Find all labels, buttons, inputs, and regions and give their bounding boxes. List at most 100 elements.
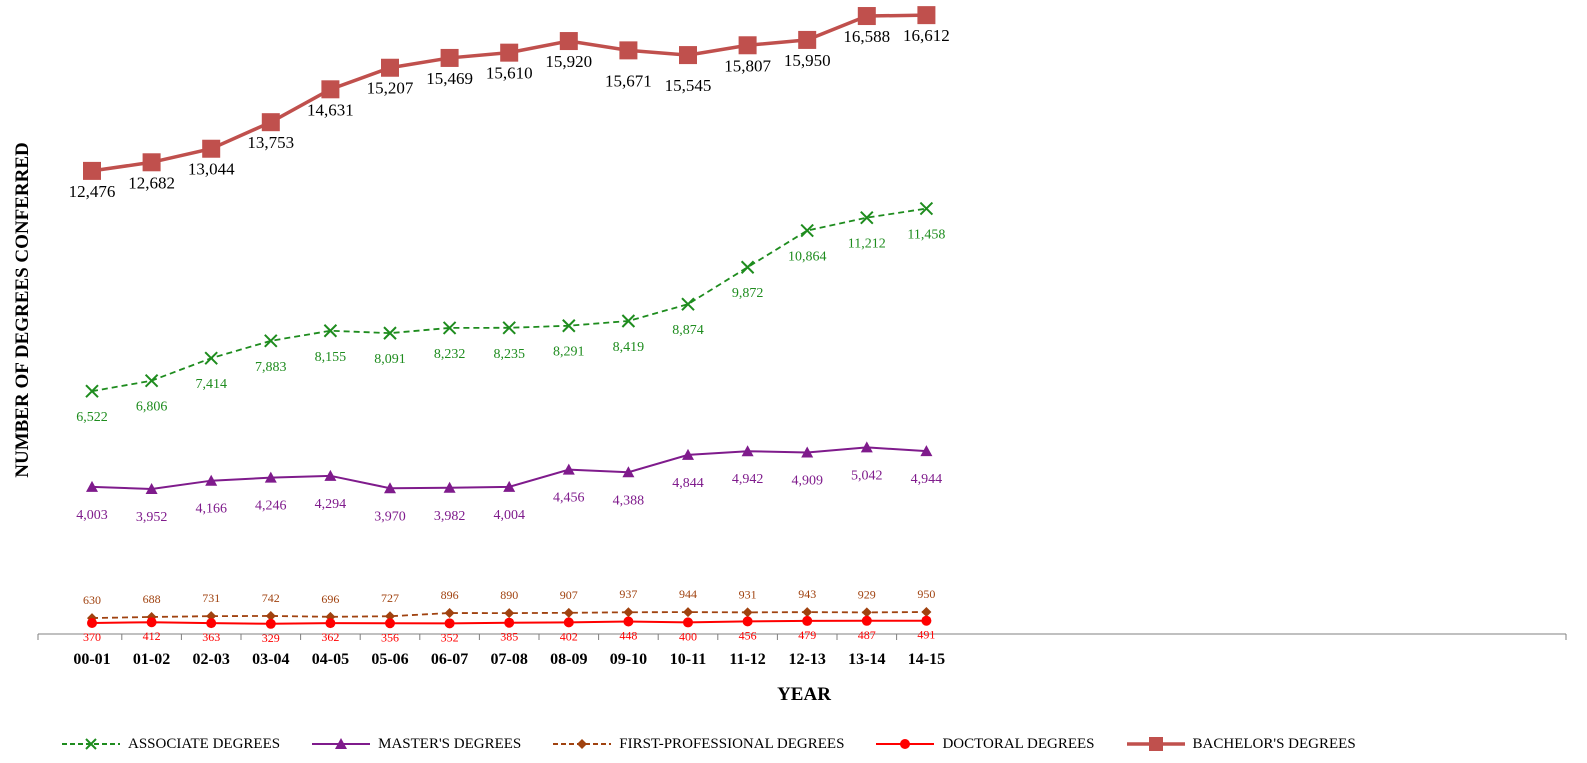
series-line-firstprof xyxy=(91,611,927,619)
data-point-bachelors xyxy=(500,43,519,62)
data-point-associate xyxy=(144,373,159,388)
data-label-bachelors: 12,476 xyxy=(69,182,116,201)
data-point-associate xyxy=(562,319,576,333)
data-point-associate xyxy=(740,260,755,274)
data-label-bachelors: 15,920 xyxy=(545,52,592,71)
data-label-firstprof: 950 xyxy=(917,587,935,601)
legend-swatch-masters xyxy=(312,738,371,749)
data-point-masters xyxy=(741,445,754,457)
data-point-doctoral xyxy=(385,618,395,629)
data-label-firstprof: 731 xyxy=(202,591,220,605)
data-label-firstprof: 931 xyxy=(739,587,757,601)
legend-label-associate: ASSOCIATE DEGREES xyxy=(128,735,281,752)
data-label-associate: 11,458 xyxy=(907,228,945,243)
data-label-associate: 8,291 xyxy=(553,345,585,360)
series-doctoral: 370 412 363 329 362 356 352 385 402 448 400 456 479 4… xyxy=(83,615,935,645)
data-point-bachelors xyxy=(381,58,399,77)
data-point-masters xyxy=(801,446,814,458)
legend-item-bachelors: BACHELOR'S DEGREES xyxy=(1125,736,1356,753)
x-tick-label: 03-04 xyxy=(252,651,289,668)
data-point-associate xyxy=(502,321,516,335)
data-label-doctoral: 479 xyxy=(798,628,816,642)
data-point-masters xyxy=(443,481,456,493)
data-label-bachelors: 16,612 xyxy=(903,26,950,45)
data-point-doctoral xyxy=(504,617,515,628)
chart-legend: ASSOCIATE DEGREES MASTER'S DEGREES FIRST-P… xyxy=(60,733,1386,755)
data-point-associate xyxy=(323,324,338,338)
x-axis-ticks: 00-01 01-02 02-03 03-04 04-05 05-06 06-07 07-08… xyxy=(37,634,1567,668)
legend-label-doctoral: DOCTORAL DEGREES xyxy=(942,735,1095,752)
data-label-associate: 7,883 xyxy=(255,360,287,375)
data-label-masters: 5,042 xyxy=(851,468,883,483)
data-point-associate xyxy=(800,223,814,238)
data-point-masters xyxy=(264,471,277,483)
data-label-masters: 4,246 xyxy=(255,499,287,514)
data-point-firstprof xyxy=(563,607,574,618)
data-label-associate: 8,235 xyxy=(493,347,525,362)
data-label-firstprof: 890 xyxy=(500,588,518,602)
data-label-firstprof: 937 xyxy=(619,587,637,601)
legend-item-firstprof: FIRST-PROFESSIONAL DEGREES xyxy=(551,736,844,753)
data-point-masters xyxy=(682,448,694,460)
data-label-firstprof: 907 xyxy=(560,588,578,602)
data-point-firstprof xyxy=(265,610,276,621)
data-label-firstprof: 943 xyxy=(798,587,816,601)
data-point-firstprof xyxy=(861,607,872,618)
data-label-masters: 4,844 xyxy=(672,476,704,491)
data-label-masters: 4,909 xyxy=(791,473,823,488)
legend-swatch-doctoral xyxy=(876,739,935,749)
series-bachelors: 12,476 12,682 13,044 13,753 14,631 15,207 15,4… xyxy=(69,6,950,201)
data-point-doctoral xyxy=(325,618,336,629)
data-point-associate xyxy=(442,321,457,335)
data-label-doctoral: 329 xyxy=(262,631,280,645)
legend-label-masters: MASTER'S DEGREES xyxy=(378,735,522,752)
data-label-associate: 8,155 xyxy=(315,350,347,365)
data-label-masters: 4,004 xyxy=(493,508,525,523)
data-label-bachelors: 12,682 xyxy=(128,173,175,192)
data-label-bachelors: 16,588 xyxy=(843,27,890,46)
data-label-firstprof: 696 xyxy=(321,592,339,606)
series-masters: 4,003 3,952 4,166 4,246 4,294 3,970 3,982 4,004… xyxy=(76,441,942,525)
x-tick-label: 09-10 xyxy=(610,651,647,668)
data-label-masters: 3,952 xyxy=(136,510,168,525)
data-label-firstprof: 630 xyxy=(83,593,101,607)
data-label-firstprof: 944 xyxy=(679,587,697,601)
data-label-firstprof: 742 xyxy=(262,591,280,605)
data-point-bachelors xyxy=(83,161,101,180)
legend-item-doctoral: DOCTORAL DEGREES xyxy=(874,735,1095,753)
data-label-associate: 8,874 xyxy=(672,323,704,338)
data-label-masters: 4,003 xyxy=(76,508,108,523)
data-label-associate: 7,414 xyxy=(195,377,227,392)
data-point-bachelors xyxy=(202,139,221,158)
data-point-bachelors xyxy=(738,36,757,55)
x-tick-label: 05-06 xyxy=(371,651,408,668)
x-tick-label: 02-03 xyxy=(193,651,230,668)
data-point-bachelors xyxy=(619,41,638,60)
data-point-masters xyxy=(622,466,635,478)
data-point-doctoral xyxy=(683,617,693,628)
data-point-masters xyxy=(503,480,516,492)
data-label-bachelors: 13,044 xyxy=(188,160,235,179)
data-point-associate xyxy=(85,384,99,398)
data-label-doctoral: 370 xyxy=(83,630,101,644)
data-point-firstprof xyxy=(802,607,813,618)
x-tick-label: 11-12 xyxy=(729,651,765,668)
data-label-masters: 4,942 xyxy=(732,472,764,487)
x-tick-label: 13-14 xyxy=(848,651,885,668)
x-axis-title: YEAR xyxy=(777,684,831,705)
x-tick-label: 00-01 xyxy=(73,651,110,668)
data-label-bachelors: 15,469 xyxy=(426,69,473,88)
data-point-associate xyxy=(383,326,397,340)
data-label-firstprof: 727 xyxy=(381,591,399,605)
x-tick-label: 06-07 xyxy=(431,651,468,668)
data-point-bachelors xyxy=(798,30,817,49)
data-point-doctoral xyxy=(265,618,276,629)
data-point-masters xyxy=(384,482,396,494)
data-point-doctoral xyxy=(87,618,97,628)
data-label-doctoral: 352 xyxy=(441,630,459,644)
data-point-bachelors xyxy=(261,113,280,132)
series-associate: 6,522 6,806 7,414 7,883 8,155 8,091 8,232 8,235… xyxy=(76,201,945,425)
data-point-masters xyxy=(324,469,337,481)
data-point-masters xyxy=(860,441,873,453)
